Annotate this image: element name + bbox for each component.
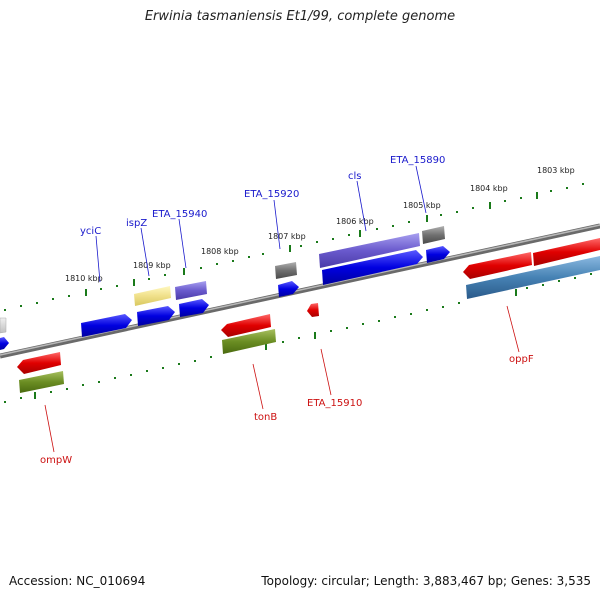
genome-backbone	[0, 223, 600, 359]
kbp-label: 1806 kbp	[336, 217, 374, 226]
reverse-genes[interactable]	[17, 252, 600, 393]
gene-arrow-cls[interactable]	[322, 250, 423, 285]
kbp-label: 1803 kbp	[537, 166, 575, 175]
gene-label-ETA_15920[interactable]: ETA_15920	[244, 189, 299, 200]
gene-box-ETA_15920[interactable]	[275, 262, 297, 279]
gene-label-ispZ[interactable]: ispZ	[126, 218, 147, 229]
gene-label-cls[interactable]: cls	[348, 171, 362, 182]
accession-text: Accession: NC_010694	[9, 574, 146, 588]
lower-tick-track	[4, 273, 592, 403]
gene-arrow-left-edge[interactable]	[0, 337, 9, 350]
gene-label-ETA_15940[interactable]: ETA_15940	[152, 209, 207, 220]
gene-fragment-left[interactable]	[0, 317, 7, 334]
gene-box-ompW[interactable]	[19, 371, 64, 393]
gene-label-ETA_15910[interactable]: ETA_15910	[307, 398, 362, 409]
kbp-label: 1804 kbp	[470, 184, 508, 193]
gene-label-yciC[interactable]: yciC	[80, 226, 101, 237]
gene-arrow-ETA_15920[interactable]	[278, 281, 299, 297]
reverse-label-leaders	[44, 305, 520, 453]
genome-backbone-highlight	[0, 224, 600, 356]
gene-arrow-upper-right[interactable]	[533, 238, 600, 266]
gene-arrow-ETA_15940[interactable]	[179, 299, 209, 317]
gene-arrow-ompW[interactable]	[17, 352, 61, 374]
gene-label-tonB[interactable]: tonB	[254, 412, 277, 423]
kbp-label: 1809 kbp	[133, 261, 171, 270]
kbp-label: 1810 kbp	[65, 274, 103, 283]
kbp-label: 1807 kbp	[268, 232, 306, 241]
forward-label-leaders	[95, 165, 427, 283]
gene-arrow-oppF[interactable]	[463, 252, 532, 279]
gene-box-oppF[interactable]	[466, 256, 600, 299]
kbp-label: 1808 kbp	[201, 247, 239, 256]
gene-box-ETA_15940[interactable]	[175, 281, 207, 300]
topology-text: Topology: circular; Length: 3,883,467 bp…	[261, 574, 591, 588]
gene-arrow-ETA_15910[interactable]	[307, 303, 319, 317]
gene-box-cls[interactable]	[319, 233, 420, 268]
gene-arrow-tonB[interactable]	[221, 314, 271, 337]
gene-label-oppF[interactable]: oppF	[509, 354, 534, 365]
gene-arrow-yciC[interactable]	[81, 314, 132, 337]
gene-box-ETA_15890[interactable]	[422, 226, 445, 244]
gene-arrow-ispZ[interactable]	[137, 306, 175, 326]
upper-tick-track	[4, 183, 584, 311]
genome-title: Erwinia tasmaniensis Et1/99, complete ge…	[144, 9, 456, 24]
gene-box-tonB[interactable]	[222, 329, 276, 354]
kbp-label: 1805 kbp	[403, 201, 441, 210]
gene-label-ETA_15890[interactable]: ETA_15890	[390, 155, 445, 166]
gene-label-ompW[interactable]: ompW	[40, 455, 72, 466]
gene-box-ispZ[interactable]	[134, 286, 171, 306]
gene-arrow-ETA_15890[interactable]	[426, 246, 450, 263]
